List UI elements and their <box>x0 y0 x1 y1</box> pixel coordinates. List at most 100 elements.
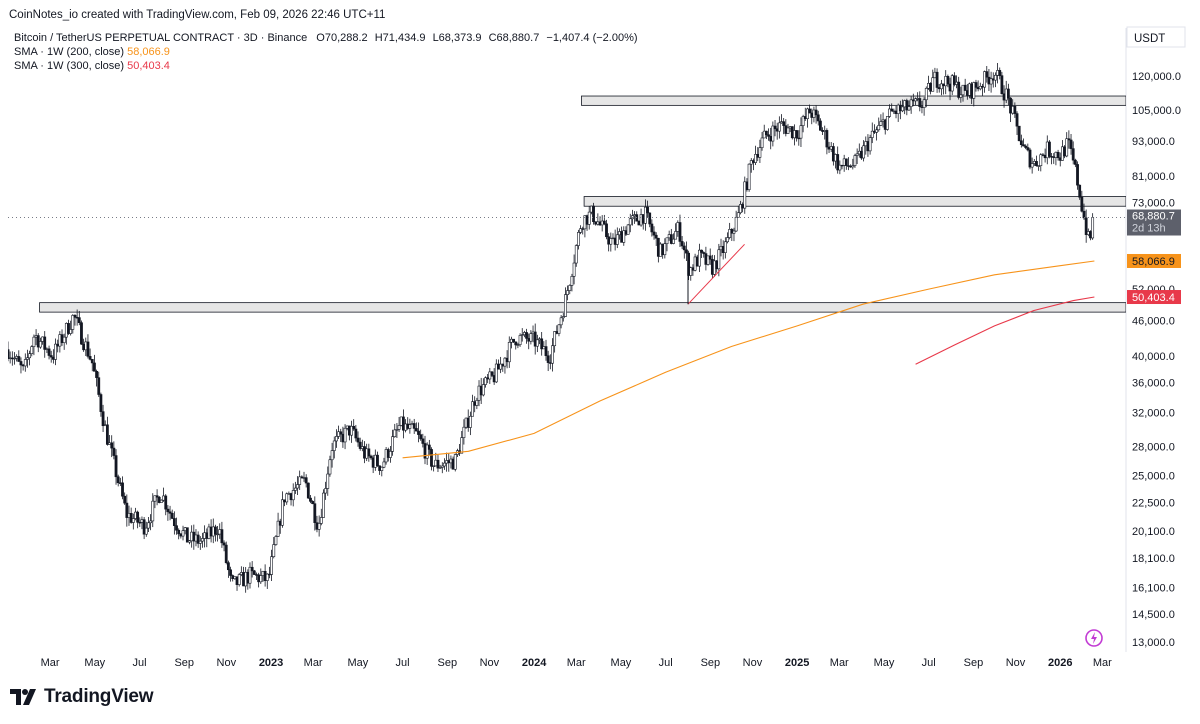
candle <box>1030 157 1034 174</box>
x-tick-label: Jul <box>396 657 410 669</box>
candle <box>698 243 701 273</box>
candle <box>19 357 23 374</box>
candle <box>181 525 185 541</box>
candle <box>814 105 818 124</box>
candle <box>494 359 498 384</box>
candle <box>23 353 27 372</box>
candle <box>985 66 989 83</box>
candle <box>1006 83 1010 106</box>
candle <box>164 494 168 516</box>
ohlc-close: C68,880.7 <box>488 32 540 44</box>
sma200-label: SMA · 1W (200, close) <box>14 46 125 58</box>
candle <box>149 514 153 531</box>
candle <box>568 284 572 295</box>
candle <box>1067 130 1071 149</box>
candle <box>356 431 360 447</box>
candle <box>170 509 174 520</box>
candle <box>764 130 768 140</box>
y-tick-label: 14,500.0 <box>1132 609 1175 621</box>
candle <box>160 499 163 503</box>
y-tick-label: 32,000.0 <box>1132 408 1175 420</box>
candle <box>304 474 308 488</box>
candle <box>946 74 950 88</box>
candle <box>319 508 323 526</box>
candle <box>520 328 524 342</box>
resistance-zone-1[interactable] <box>581 95 1126 106</box>
tradingview-logo-text: TradingView <box>44 686 154 707</box>
candle <box>432 465 436 472</box>
ohlc-high: H71,434.9 <box>374 32 426 44</box>
candle <box>460 430 464 454</box>
resistance-zone-3[interactable] <box>39 302 1126 313</box>
candle <box>248 562 252 589</box>
candle <box>574 244 578 267</box>
sma300-line[interactable] <box>915 296 1095 365</box>
lightning-icon[interactable] <box>1085 629 1103 647</box>
candle <box>546 350 550 372</box>
sma200-legend[interactable]: SMA · 1W (200, close) 58,066.9 <box>14 45 638 59</box>
candle <box>272 537 276 559</box>
candle <box>931 69 935 92</box>
candle <box>557 324 561 337</box>
candle <box>525 328 528 344</box>
candle <box>572 254 576 285</box>
candle <box>708 248 712 265</box>
candle <box>222 540 226 552</box>
resistance-zone-2[interactable] <box>583 196 1126 207</box>
candle <box>47 345 51 360</box>
candle <box>914 97 917 106</box>
candle <box>689 266 693 281</box>
candle <box>570 273 574 292</box>
candle <box>153 495 157 509</box>
candle <box>313 496 317 531</box>
candle <box>462 419 466 445</box>
sma200-line[interactable] <box>402 260 1095 459</box>
y-tick-label: 22,500.0 <box>1132 497 1175 509</box>
candle <box>90 359 94 372</box>
chart-credit: CoinNotes_io created with TradingView.co… <box>9 9 386 21</box>
candle <box>73 314 77 326</box>
x-tick-label: 2025 <box>785 657 809 669</box>
candle <box>760 132 764 151</box>
y-tick-label: 16,100.0 <box>1132 583 1175 595</box>
ohlc-change: −1,407.4 (−2.00%) <box>546 32 638 44</box>
sma200-tag: 58,066.9 <box>1127 253 1181 268</box>
tradingview-logo[interactable]: TradingView <box>10 686 154 708</box>
candle <box>172 511 176 535</box>
candle <box>324 481 328 500</box>
candle <box>650 219 654 237</box>
candle <box>643 199 647 231</box>
currency-box[interactable] <box>1126 26 1186 48</box>
candle <box>401 409 405 439</box>
candle <box>870 122 874 144</box>
candle <box>1000 71 1004 95</box>
candle <box>166 505 170 521</box>
x-tick-label: Sep <box>701 657 721 669</box>
symbol-line[interactable]: Bitcoin / TetherUS PERPETUAL CONTRACT · … <box>14 31 638 45</box>
candle <box>86 334 90 359</box>
candle <box>88 348 92 361</box>
candle <box>328 455 332 477</box>
candle <box>680 236 684 250</box>
candle <box>129 507 133 524</box>
candle <box>622 226 626 246</box>
candle <box>994 72 997 88</box>
candle <box>726 232 729 244</box>
candle <box>1026 143 1030 152</box>
sma300-legend[interactable]: SMA · 1W (300, close) 50,403.4 <box>14 59 638 73</box>
candle <box>453 453 457 472</box>
candle <box>652 226 656 240</box>
candle <box>259 568 263 584</box>
candle <box>663 238 667 259</box>
candle <box>49 350 53 363</box>
candle <box>540 332 544 356</box>
candle <box>354 424 358 442</box>
trend-line-1[interactable] <box>687 243 745 305</box>
candle <box>514 341 518 350</box>
candle <box>952 72 956 87</box>
x-tick-label: Mar <box>41 657 60 669</box>
candle <box>877 117 881 132</box>
candle <box>214 524 217 542</box>
candle <box>885 116 889 131</box>
